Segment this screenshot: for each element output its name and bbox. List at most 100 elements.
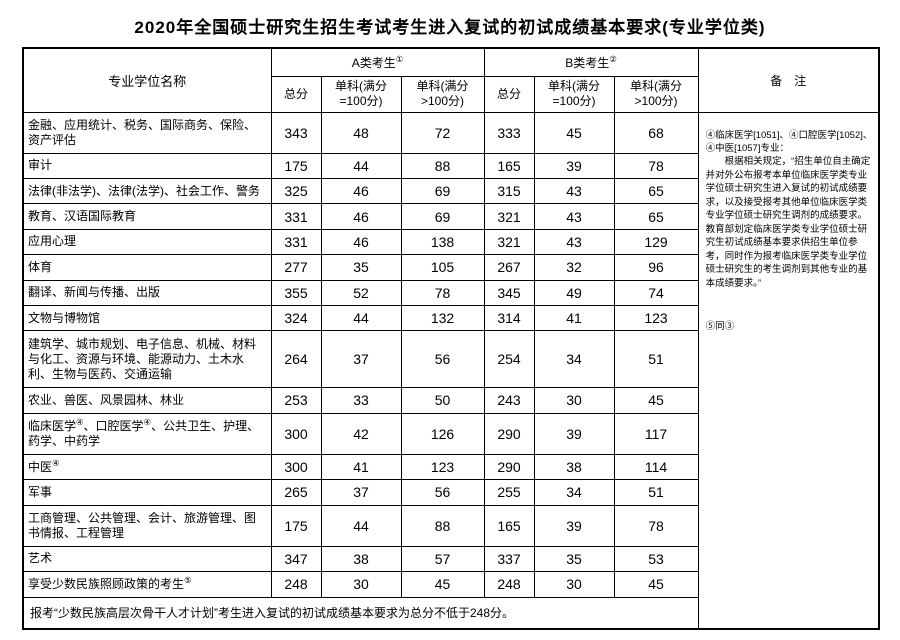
a-single100plus-cell: 78	[400, 279, 485, 306]
b-single100plus-cell: 45	[613, 387, 699, 414]
b-single100-cell: 30	[533, 571, 615, 598]
b-single100plus-cell: 53	[613, 545, 699, 573]
page-title: 2020年全国硕士研究生招生考试考生进入复试的初试成绩基本要求(专业学位类)	[134, 18, 766, 37]
b-single100-cell: 39	[533, 412, 615, 455]
a-total-cell: 300	[270, 453, 322, 481]
a-single100-cell: 42	[320, 412, 402, 455]
a-single100-cell: 44	[320, 304, 402, 332]
b-single100plus-cell: 96	[613, 254, 699, 281]
a-single100plus-cell: 57	[400, 545, 485, 573]
a-single100-cell: 46	[320, 228, 402, 256]
a-total-cell: 324	[270, 304, 322, 332]
table-row: 建筑学、城市规划、电子信息、机械、材料与化工、资源与环境、能源动力、土木水利、生…	[22, 330, 879, 389]
a-single100plus-cell: 138	[400, 228, 485, 256]
b-total-cell: 321	[483, 228, 535, 256]
column-header-major: 专业学位名称	[22, 47, 272, 113]
b-single100plus-cell: 45	[613, 571, 699, 598]
b-single100-cell: 49	[533, 279, 615, 306]
b-single100plus-cell: 65	[613, 203, 699, 230]
a-single100-cell: 38	[320, 545, 402, 573]
column-header-b-single100plus: 单科(满分 >100分)	[613, 75, 699, 113]
table-row: 军事 265 37 56 255 34 51	[22, 479, 879, 506]
a-single100-cell: 52	[320, 279, 402, 306]
b-single100plus-cell: 74	[613, 279, 699, 306]
major-name-cell: 中医④	[22, 453, 272, 481]
major-name-cell: 工商管理、公共管理、会计、旅游管理、图书情报、工程管理	[22, 504, 272, 547]
b-total-cell: 248	[483, 571, 535, 598]
b-total-cell: 315	[483, 178, 535, 205]
a-total-cell: 264	[270, 330, 322, 389]
a-single100plus-cell: 50	[400, 387, 485, 414]
column-header-b-total: 总分	[483, 75, 535, 113]
a-single100-cell: 30	[320, 571, 402, 598]
b-total-cell: 337	[483, 545, 535, 573]
a-single100plus-cell: 88	[400, 152, 485, 180]
a-single100plus-cell: 56	[400, 479, 485, 506]
major-name-cell: 建筑学、城市规划、电子信息、机械、材料与化工、资源与环境、能源动力、土木水利、生…	[22, 330, 272, 389]
a-single100plus-cell: 126	[400, 412, 485, 455]
b-total-cell: 255	[483, 479, 535, 506]
table-row: 享受少数民族照顾政策的考生⑤ 248 30 45 248 30 45	[22, 571, 879, 598]
a-single100-cell: 35	[320, 254, 402, 281]
a-single100plus-cell: 45	[400, 571, 485, 598]
a-single100-cell: 41	[320, 453, 402, 481]
b-single100-cell: 39	[533, 152, 615, 180]
column-header-remark: 备 注	[697, 47, 880, 113]
b-total-cell: 254	[483, 330, 535, 389]
major-name-cell: 应用心理	[22, 228, 272, 256]
a-single100plus-cell: 69	[400, 178, 485, 205]
major-name-cell: 教育、汉语国际教育	[22, 203, 272, 230]
table-row: 金融、应用统计、税务、国际商务、保险、资产评估 343 48 72 333 45…	[22, 111, 880, 630]
major-name-cell: 艺术	[22, 545, 272, 573]
b-single100-cell: 43	[533, 178, 615, 205]
a-single100plus-cell: 132	[400, 304, 485, 332]
a-single100plus-cell: 56	[400, 330, 485, 389]
b-single100-cell: 34	[533, 330, 615, 389]
b-total-cell: 314	[483, 304, 535, 332]
table-header: 专业学位名称 A类考生① B类考生② 备 注 总分 单科(满分 =100分) 单…	[22, 47, 880, 113]
a-single100plus-cell: 69	[400, 203, 485, 230]
a-single100-cell: 37	[320, 330, 402, 389]
major-name-cell: 翻译、新闻与传播、出版	[22, 279, 272, 306]
table-row: 工商管理、公共管理、会计、旅游管理、图书情报、工程管理 175 44 88 16…	[22, 504, 879, 547]
b-single100-cell: 43	[533, 228, 615, 256]
b-single100plus-cell: 114	[613, 453, 699, 481]
remark-note-body: 根据相关规定，“招生单位自主确定并对外公布报考本单位临床医学类专业学位硕士研究生…	[705, 156, 871, 289]
b-single100plus-cell: 129	[613, 228, 699, 256]
column-header-a-single100: 单科(满分 =100分)	[320, 75, 402, 113]
a-total-cell: 175	[270, 152, 322, 180]
b-total-cell: 290	[483, 453, 535, 481]
a-total-cell: 325	[270, 178, 322, 205]
table-row: 翻译、新闻与传播、出版 355 52 78 345 49 74	[22, 279, 879, 306]
b-single100-cell: 39	[533, 504, 615, 547]
table-row: 应用心理 331 46 138 321 43 129	[22, 228, 879, 256]
b-single100plus-cell: 65	[613, 178, 699, 205]
major-name-cell: 审计	[22, 152, 272, 180]
a-total-cell: 300	[270, 412, 322, 455]
table-row: 法律(非法学)、法律(法学)、社会工作、警务 325 46 69 315 43 …	[22, 178, 879, 205]
column-header-group-b: B类考生②	[483, 47, 699, 77]
column-header-b-single100: 单科(满分 =100分)	[533, 75, 615, 113]
a-total-cell: 343	[270, 111, 322, 154]
b-single100plus-cell: 123	[613, 304, 699, 332]
b-single100-cell: 32	[533, 254, 615, 281]
b-single100plus-cell: 78	[613, 504, 699, 547]
a-single100plus-cell: 123	[400, 453, 485, 481]
a-total-cell: 248	[270, 571, 322, 598]
a-single100-cell: 46	[320, 178, 402, 205]
major-name-cell: 农业、兽医、风景园林、林业	[22, 387, 272, 414]
a-single100-cell: 44	[320, 504, 402, 547]
b-single100-cell: 38	[533, 453, 615, 481]
b-total-cell: 165	[483, 152, 535, 180]
remarks-cell: ④临床医学[1051]、④口腔医学[1052]、④中医[1057]专业： 根据相…	[697, 111, 880, 630]
footer-note-row: 报考“少数民族高层次骨干人才计划”考生进入复试的初试成绩基本要求为总分不低于24…	[22, 596, 879, 630]
b-total-cell: 290	[483, 412, 535, 455]
a-single100plus-cell: 88	[400, 504, 485, 547]
b-single100-cell: 34	[533, 479, 615, 506]
remark-note-same: ⑤同③	[705, 321, 735, 333]
column-header-a-total: 总分	[270, 75, 322, 113]
column-header-group-a: A类考生①	[270, 47, 485, 77]
b-single100-cell: 43	[533, 203, 615, 230]
table-row: 临床医学④、口腔医学④、公共卫生、护理、药学、中药学 300 42 126 29…	[22, 412, 879, 455]
a-total-cell: 175	[270, 504, 322, 547]
